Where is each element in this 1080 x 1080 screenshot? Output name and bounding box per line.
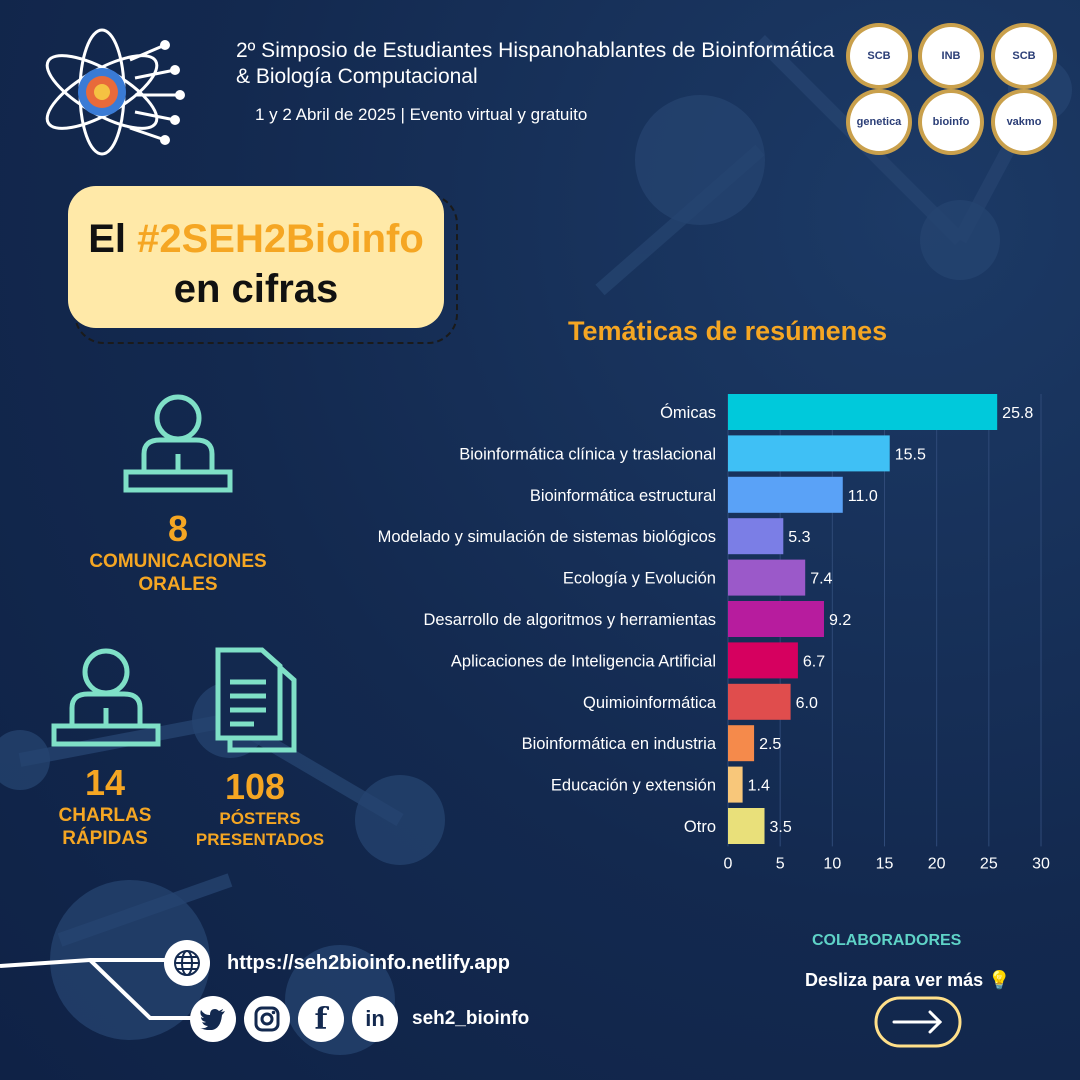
x-tick-label: 20	[928, 855, 946, 872]
bar	[728, 725, 755, 762]
category-label: Desarrollo de algoritmos y herramientas	[423, 611, 716, 629]
instagram-icon[interactable]	[244, 996, 290, 1042]
partner-logo: genetica	[850, 93, 908, 151]
x-tick-label: 5	[776, 855, 785, 872]
stat-label-oral: COMUNICACIONES ORALES	[60, 550, 296, 596]
x-tick-label: 15	[876, 855, 894, 872]
speaker-podium-icon	[123, 394, 233, 493]
event-title: 2º Simposio de Estudiantes Hispanohablan…	[236, 39, 835, 88]
speaker-podium-icon	[51, 648, 161, 747]
stat-label-line: RÁPIDAS	[62, 828, 148, 849]
value-label: 25.8	[1002, 405, 1033, 422]
category-label: Aplicaciones de Inteligencia Artificial	[451, 652, 716, 670]
category-label: Quimioinformática	[583, 694, 717, 712]
value-label: 9.2	[829, 612, 851, 629]
stat-label-line: COMUNICACIONES	[89, 551, 267, 572]
category-label: Ómicas	[660, 403, 716, 422]
partner-logo: INB	[922, 27, 980, 85]
value-label: 6.7	[803, 653, 825, 670]
twitter-icon[interactable]	[190, 996, 236, 1042]
bar	[728, 559, 806, 596]
bar	[728, 394, 998, 430]
partner-logo: bioinfo	[922, 93, 980, 151]
category-label: Bioinformática en industria	[522, 735, 717, 753]
facebook-icon[interactable]: f	[298, 996, 344, 1042]
bar	[728, 642, 798, 679]
document-icon	[215, 647, 297, 753]
value-label: 1.4	[748, 778, 770, 795]
category-label: Bioinformática estructural	[530, 487, 716, 505]
value-label: 11.0	[848, 488, 878, 505]
bar	[728, 601, 824, 637]
value-label: 6.0	[796, 695, 818, 712]
banner-heading: El #2SEH2Bioinfo en cifras	[68, 214, 444, 314]
globe-icon[interactable]	[164, 940, 210, 986]
stat-label-line: CHARLAS	[58, 805, 152, 826]
social-handle: seh2_bioinfo	[412, 1008, 530, 1029]
bar	[728, 808, 765, 844]
bar-chart: 0 5 10 15 20 25 30 Ómicas 25.8 Bioinformática clí…	[378, 394, 1050, 872]
bar	[728, 435, 890, 472]
x-tick-label: 25	[980, 855, 998, 872]
partner-logo: SCB	[995, 27, 1053, 85]
value-label: 15.5	[895, 446, 926, 463]
connector-lines	[0, 958, 200, 1020]
value-label: 7.4	[810, 571, 832, 588]
collaborators-label: COLABORADORES	[812, 932, 962, 949]
x-tick-label: 0	[724, 855, 733, 872]
category-label: Educación y extensión	[551, 777, 716, 795]
partner-logo: SCB	[850, 27, 908, 85]
atom-fingerprint-logo	[45, 28, 185, 156]
banner-box	[68, 186, 444, 328]
stat-label-line: PÓSTERS	[219, 809, 301, 828]
chart-title: Temáticas de resúmenes	[568, 316, 888, 346]
category-label: Otro	[684, 818, 716, 836]
website-link[interactable]: https://seh2bioinfo.netlify.app	[227, 952, 510, 974]
event-subtitle: 1 y 2 Abril de 2025 | Evento virtual y g…	[255, 105, 588, 124]
linkedin-icon[interactable]: in	[352, 996, 398, 1042]
stat-label-posters: PÓSTERS PRESENTADOS	[180, 808, 340, 850]
value-label: 2.5	[759, 736, 781, 753]
stat-number-posters: 108	[224, 766, 286, 807]
banner-hashtag: #2SEH2Bioinfo	[137, 217, 424, 261]
bar	[728, 683, 791, 720]
x-tick-label: 30	[1032, 855, 1050, 872]
category-label: Ecología y Evolución	[563, 570, 716, 588]
bar	[728, 518, 784, 555]
stat-label-flash: CHARLAS RÁPIDAS	[30, 804, 180, 850]
stat-label-line: PRESENTADOS	[195, 830, 325, 849]
bar	[728, 476, 843, 513]
x-tick-label: 10	[823, 855, 841, 872]
partner-logo: vakmo	[995, 93, 1053, 151]
bar	[728, 766, 743, 803]
stat-number-oral: 8	[167, 508, 189, 549]
value-label: 5.3	[788, 529, 810, 546]
stat-label-line: ORALES	[138, 574, 218, 595]
next-arrow-button[interactable]	[874, 996, 962, 1048]
category-label: Bioinformática clínica y traslacional	[459, 445, 716, 463]
banner-prefix: El	[88, 217, 138, 261]
category-label: Modelado y simulación de sistemas biológ…	[378, 528, 716, 546]
banner-line2: en cifras	[173, 267, 339, 311]
stat-number-flash: 14	[84, 762, 126, 803]
swipe-hint: Desliza para ver más 💡	[805, 970, 1011, 990]
value-label: 3.5	[770, 819, 792, 836]
